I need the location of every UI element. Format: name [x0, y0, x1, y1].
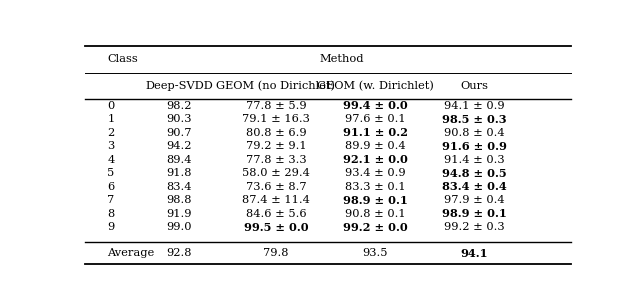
- Text: 80.8 ± 6.9: 80.8 ± 6.9: [246, 128, 306, 138]
- Text: 79.1 ± 16.3: 79.1 ± 16.3: [242, 114, 310, 124]
- Text: 99.2 ± 0.0: 99.2 ± 0.0: [343, 222, 408, 233]
- Text: 98.8: 98.8: [166, 195, 192, 205]
- Text: 83.4 ± 0.4: 83.4 ± 0.4: [442, 181, 507, 192]
- Text: Class: Class: [108, 54, 138, 65]
- Text: 94.1 ± 0.9: 94.1 ± 0.9: [444, 101, 504, 111]
- Text: 84.6 ± 5.6: 84.6 ± 5.6: [246, 209, 306, 219]
- Text: 73.6 ± 8.7: 73.6 ± 8.7: [246, 182, 306, 192]
- Text: 98.2: 98.2: [166, 101, 192, 111]
- Text: 0: 0: [108, 101, 115, 111]
- Text: 94.2: 94.2: [166, 141, 192, 151]
- Text: GEOM (w. Dirichlet): GEOM (w. Dirichlet): [317, 81, 433, 92]
- Text: 58.0 ± 29.4: 58.0 ± 29.4: [242, 168, 310, 178]
- Text: 89.4: 89.4: [166, 155, 192, 165]
- Text: 91.9: 91.9: [166, 209, 192, 219]
- Text: 99.0: 99.0: [166, 222, 192, 232]
- Text: 1: 1: [108, 114, 115, 124]
- Text: 92.8: 92.8: [166, 248, 192, 258]
- Text: 2: 2: [108, 128, 115, 138]
- Text: 4: 4: [108, 155, 115, 165]
- Text: 93.4 ± 0.9: 93.4 ± 0.9: [345, 168, 405, 178]
- Text: 8: 8: [108, 209, 115, 219]
- Text: 9: 9: [108, 222, 115, 232]
- Text: 5: 5: [108, 168, 115, 178]
- Text: 83.3 ± 0.1: 83.3 ± 0.1: [345, 182, 405, 192]
- Text: 94.8 ± 0.5: 94.8 ± 0.5: [442, 168, 507, 179]
- Text: 90.3: 90.3: [166, 114, 192, 124]
- Text: 97.9 ± 0.4: 97.9 ± 0.4: [444, 195, 504, 205]
- Text: 79.8: 79.8: [263, 248, 289, 258]
- Text: 91.4 ± 0.3: 91.4 ± 0.3: [444, 155, 504, 165]
- Text: 90.8 ± 0.4: 90.8 ± 0.4: [444, 128, 504, 138]
- Text: Ours: Ours: [460, 81, 488, 91]
- Text: 99.2 ± 0.3: 99.2 ± 0.3: [444, 222, 504, 232]
- Text: 97.6 ± 0.1: 97.6 ± 0.1: [345, 114, 405, 124]
- Text: 91.8: 91.8: [166, 168, 192, 178]
- Text: 3: 3: [108, 141, 115, 151]
- Text: 93.5: 93.5: [362, 248, 388, 258]
- Text: 92.1 ± 0.0: 92.1 ± 0.0: [342, 154, 408, 165]
- Text: 87.4 ± 11.4: 87.4 ± 11.4: [242, 195, 310, 205]
- Text: 98.9 ± 0.1: 98.9 ± 0.1: [442, 208, 507, 219]
- Text: GEOM (no Dirichlet): GEOM (no Dirichlet): [216, 81, 335, 92]
- Text: Deep-SVDD: Deep-SVDD: [145, 81, 213, 91]
- Text: 89.9 ± 0.4: 89.9 ± 0.4: [345, 141, 405, 151]
- Text: 98.5 ± 0.3: 98.5 ± 0.3: [442, 114, 507, 125]
- Text: 91.1 ± 0.2: 91.1 ± 0.2: [342, 127, 408, 138]
- Text: 77.8 ± 3.3: 77.8 ± 3.3: [246, 155, 306, 165]
- Text: 7: 7: [108, 195, 115, 205]
- Text: 98.9 ± 0.1: 98.9 ± 0.1: [342, 195, 408, 206]
- Text: 99.5 ± 0.0: 99.5 ± 0.0: [244, 222, 308, 233]
- Text: 77.8 ± 5.9: 77.8 ± 5.9: [246, 101, 306, 111]
- Text: 83.4: 83.4: [166, 182, 192, 192]
- Text: Method: Method: [319, 54, 364, 65]
- Text: 6: 6: [108, 182, 115, 192]
- Text: 91.6 ± 0.9: 91.6 ± 0.9: [442, 141, 507, 152]
- Text: Average: Average: [108, 248, 154, 258]
- Text: 94.1: 94.1: [461, 248, 488, 259]
- Text: 79.2 ± 9.1: 79.2 ± 9.1: [246, 141, 306, 151]
- Text: 99.4 ± 0.0: 99.4 ± 0.0: [343, 100, 408, 111]
- Text: 90.8 ± 0.1: 90.8 ± 0.1: [345, 209, 405, 219]
- Text: 90.7: 90.7: [166, 128, 192, 138]
